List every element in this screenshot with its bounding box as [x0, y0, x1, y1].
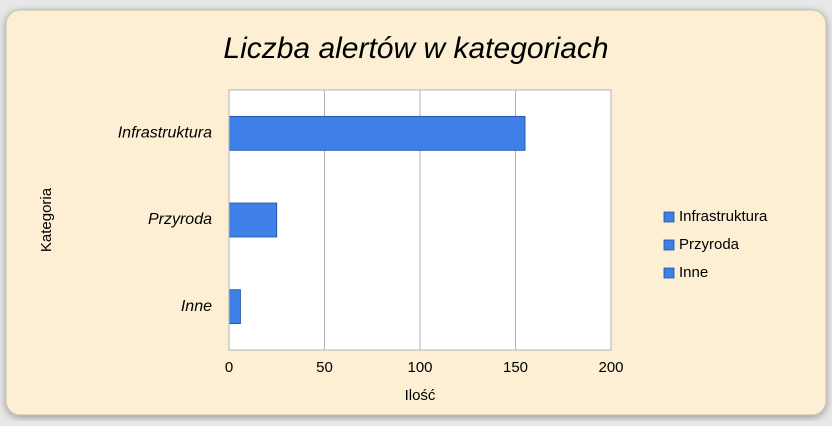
bar: [228, 115, 526, 151]
legend-swatch: [663, 239, 675, 251]
legend-label: Infrastruktura: [679, 208, 768, 225]
x-tick-label: 50: [316, 359, 333, 376]
legend-swatch: [663, 211, 675, 223]
y-tick-label: Przyroda: [148, 211, 212, 228]
chart-title: Liczba alertów w kategoriach: [223, 32, 608, 65]
y-tick-label: Infrastruktura: [118, 125, 212, 142]
y-axis-label: Kategoria: [38, 187, 55, 252]
legend-swatch: [663, 267, 675, 279]
x-axis-label: Ilość: [405, 387, 436, 404]
x-tick-label: 150: [503, 359, 528, 376]
x-tick-label: 100: [407, 359, 432, 376]
y-tick-label: Inne: [181, 298, 212, 315]
bar: [228, 289, 241, 325]
bar: [228, 202, 278, 238]
plot-border: [228, 89, 612, 351]
x-tick-label: 0: [225, 359, 233, 376]
legend-label: Inne: [679, 264, 708, 281]
x-tick-label: 200: [598, 359, 623, 376]
legend-label: Przyroda: [679, 236, 740, 253]
